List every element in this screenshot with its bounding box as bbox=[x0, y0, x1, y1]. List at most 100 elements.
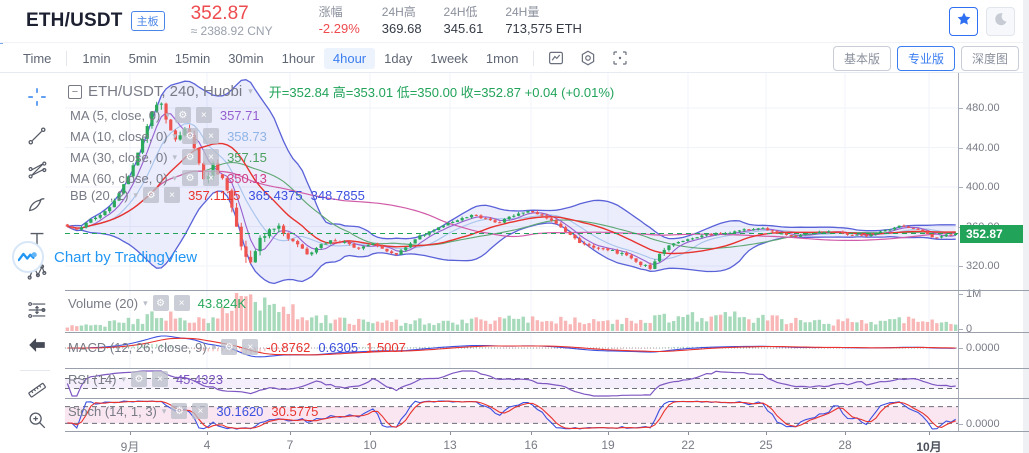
time-axis-label: 22 bbox=[681, 438, 695, 452]
depth-chart-button[interactable]: 深度图 bbox=[960, 45, 1019, 71]
interval-30min[interactable]: 30min bbox=[228, 50, 264, 66]
toolbar-separator bbox=[66, 50, 68, 66]
interval-1day[interactable]: 1day bbox=[384, 50, 413, 66]
last-price: 352.87 bbox=[190, 3, 249, 25]
pane-divider[interactable] bbox=[65, 368, 1029, 369]
axis-tick bbox=[959, 348, 963, 349]
drawing-toolbar bbox=[0, 73, 65, 453]
time-axis-tick bbox=[130, 431, 131, 435]
header: ETH/USDT 主板 352.87 ≈ 2388.92 CNY 涨幅 -2.2… bbox=[0, 0, 1029, 43]
time-axis-label: 28 bbox=[838, 438, 852, 452]
axis-tick bbox=[959, 187, 963, 188]
gann-fib-icon[interactable] bbox=[26, 159, 48, 181]
axis-tick bbox=[959, 108, 963, 109]
header-actions bbox=[949, 6, 1015, 36]
macd-pane[interactable] bbox=[65, 333, 958, 368]
moon-icon bbox=[993, 11, 1009, 32]
interval-15min[interactable]: 15min bbox=[174, 50, 211, 66]
chart-panes[interactable] bbox=[65, 73, 958, 453]
volume-axis-label: 1M bbox=[966, 288, 982, 300]
time-axis-tick bbox=[531, 431, 532, 435]
interval-time[interactable]: Time bbox=[23, 50, 52, 66]
chart-style-icon[interactable] bbox=[543, 48, 569, 68]
axis-price-label: 400.00 bbox=[966, 181, 1000, 193]
time-axis-tick bbox=[290, 431, 291, 435]
undo-arrow-icon[interactable] bbox=[26, 334, 48, 356]
axis-tick bbox=[959, 266, 963, 267]
ruler-icon[interactable] bbox=[26, 379, 48, 401]
window-right-edge bbox=[1023, 0, 1029, 453]
rsi-pane[interactable] bbox=[65, 369, 958, 398]
favorite-button[interactable] bbox=[949, 6, 978, 36]
interval-1min[interactable]: 1min bbox=[82, 50, 111, 66]
axis-tick bbox=[959, 329, 963, 330]
time-axis-label: 19 bbox=[601, 438, 615, 452]
trend-line-icon[interactable] bbox=[26, 125, 48, 147]
pane-divider[interactable] bbox=[65, 332, 1029, 333]
time-axis-label: 16 bbox=[524, 438, 538, 452]
indicator-icon[interactable] bbox=[575, 48, 601, 68]
time-axis-label: 9月 bbox=[120, 440, 140, 453]
price-cny: ≈ 2388.92 CNY bbox=[190, 24, 273, 39]
pane-divider[interactable] bbox=[65, 431, 1029, 432]
macd-axis-label: 0.0000 bbox=[966, 342, 1000, 354]
board-badge[interactable]: 主板 bbox=[130, 11, 165, 31]
volume-axis-label: 0 bbox=[966, 323, 973, 335]
vol-pane[interactable] bbox=[65, 291, 958, 332]
axis-price-label: 320.00 bbox=[966, 260, 1000, 272]
basic-version-button[interactable]: 基本版 bbox=[832, 45, 891, 71]
time-axis-tick bbox=[207, 431, 208, 435]
time-axis[interactable]: 9月 4 7 10 13 16 19 22 25 28 10月 bbox=[0, 431, 1029, 453]
stat-24h-low: 24H低 345.61 bbox=[443, 5, 484, 37]
time-axis-tick bbox=[608, 431, 609, 435]
interval-1hour[interactable]: 1hour bbox=[281, 50, 315, 66]
time-axis-label: 4 bbox=[203, 438, 211, 452]
zoom-in-icon[interactable] bbox=[26, 409, 48, 431]
price-axis[interactable]: 480.00440.00400.00360.00320.001M00.00000… bbox=[958, 73, 1029, 453]
axis-tick bbox=[959, 147, 963, 149]
interval-toolbar: Time 1min 5min 15min 30min 1hour 4hour 1… bbox=[0, 44, 1029, 73]
version-switcher: 基本版 专业版 深度图 bbox=[832, 45, 1019, 71]
xabcd-pattern-icon[interactable] bbox=[26, 261, 48, 283]
time-axis-tick bbox=[845, 431, 846, 435]
time-axis-label: 25 bbox=[759, 438, 773, 452]
time-axis-tick bbox=[766, 431, 767, 435]
star-icon bbox=[956, 11, 972, 32]
time-axis-label: 13 bbox=[443, 438, 457, 452]
time-axis-tick bbox=[929, 431, 930, 435]
fullscreen-icon[interactable] bbox=[607, 48, 633, 68]
long-short-position-icon[interactable] bbox=[26, 299, 48, 321]
brush-icon[interactable] bbox=[26, 194, 48, 216]
text-tool-icon[interactable] bbox=[26, 229, 48, 251]
main-pane[interactable] bbox=[65, 73, 958, 290]
time-axis-tick bbox=[370, 431, 371, 435]
axis-tick bbox=[959, 294, 963, 295]
time-axis-label: 10月 bbox=[916, 440, 942, 453]
stat-24h-high: 24H高 369.68 bbox=[381, 5, 422, 37]
chart-content: − ETH/USDT, 240, Huobi ▾ 开=352.84 高=353.01 … bbox=[0, 73, 1029, 453]
time-axis-tick bbox=[688, 431, 689, 435]
time-axis-tick bbox=[450, 431, 451, 435]
toolbar-separator bbox=[533, 50, 535, 66]
last-price-badge: 352.87 bbox=[960, 224, 1024, 243]
interval-5min[interactable]: 5min bbox=[128, 50, 157, 66]
stoch-axis-label: 0.0000 bbox=[966, 418, 1000, 430]
axis-price-label: 480.00 bbox=[966, 102, 1000, 114]
time-axis-label: 10 bbox=[363, 438, 377, 452]
theme-toggle-button[interactable] bbox=[986, 6, 1015, 36]
interval-1week[interactable]: 1week bbox=[430, 50, 468, 66]
interval-1mon[interactable]: 1mon bbox=[485, 50, 519, 66]
stat-24h-volume: 24H量 713,575 ETH bbox=[505, 5, 582, 37]
symbol-title: ETH/USDT bbox=[26, 10, 123, 31]
axis-tick bbox=[959, 424, 963, 425]
stoch-pane[interactable] bbox=[65, 399, 958, 431]
pane-divider[interactable] bbox=[65, 290, 1029, 291]
pane-divider[interactable] bbox=[65, 398, 1029, 399]
crosshair-icon[interactable] bbox=[26, 86, 48, 108]
interval-4hour[interactable]: 4hour bbox=[323, 47, 376, 69]
toolbar-divider bbox=[20, 370, 50, 371]
stat-change: 涨幅 -2.29% bbox=[318, 5, 360, 37]
pro-version-button[interactable]: 专业版 bbox=[896, 45, 955, 71]
time-axis-label: 7 bbox=[286, 438, 294, 452]
